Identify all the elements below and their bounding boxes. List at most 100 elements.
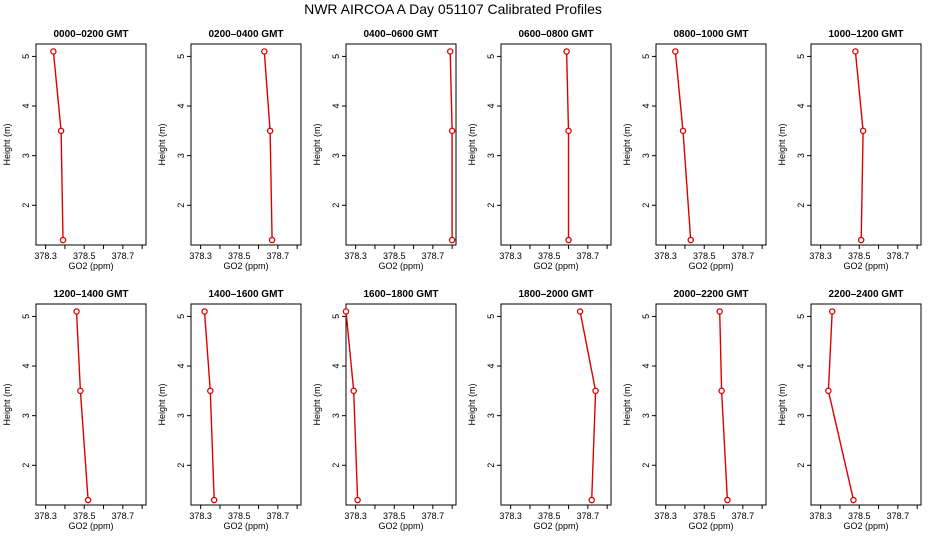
- x-tick-label: 378.3: [344, 251, 367, 261]
- y-tick-label: 2: [641, 203, 651, 208]
- plot-frame: [655, 303, 767, 506]
- x-tick-label: 378.7: [887, 511, 910, 521]
- x-axis-label: GO2 (ppm): [223, 521, 268, 531]
- panel: 0000–0200 GMT 378.3 378.5 378.7 2 3 4 5 GO2 (ppm…: [2, 29, 147, 271]
- x-tick-label: 378.7: [112, 511, 135, 521]
- y-tick-label: 2: [486, 203, 496, 208]
- y-tick-label: 5: [641, 314, 651, 319]
- data-point: [857, 236, 865, 244]
- panel: 1200–1400 GMT 378.3 378.5 378.7 2 3 4 5 GO2 (ppm…: [2, 289, 147, 531]
- x-tick-label: 378.3: [499, 251, 522, 261]
- x-axis-label: GO2 (ppm): [68, 261, 113, 271]
- y-tick-label: 2: [21, 203, 31, 208]
- data-point: [446, 48, 454, 55]
- y-tick-label: 4: [796, 104, 806, 109]
- data-point: [850, 496, 857, 504]
- panel: 1000–1200 GMT 378.3 378.5 378.7 2 3 4 5 GO2 (ppm…: [777, 29, 922, 271]
- x-tick-label: 378.5: [73, 511, 96, 521]
- x-axis-label: GO2 (ppm): [533, 521, 578, 531]
- y-tick-label: 3: [331, 153, 341, 158]
- y-axis-label: Height (m): [622, 383, 632, 425]
- y-tick-label: 5: [331, 314, 341, 319]
- y-axis-label: Height (m): [312, 123, 322, 165]
- plot-frame: [190, 43, 302, 246]
- plot-frame: [35, 43, 147, 246]
- y-tick-label: 2: [641, 463, 651, 468]
- x-tick-label: 378.7: [732, 251, 755, 261]
- x-tick-label: 378.5: [693, 251, 716, 261]
- data-point: [859, 127, 867, 135]
- plot-frame: [35, 303, 147, 506]
- data-point: [210, 496, 218, 504]
- y-tick-label: 5: [176, 54, 186, 59]
- data-point: [724, 496, 731, 504]
- x-tick-label: 378.5: [228, 511, 251, 521]
- x-tick-label: 378.5: [538, 511, 561, 521]
- panel: 0800–1000 GMT 378.3 378.5 378.7 2 3 4 5 GO2 (ppm…: [622, 29, 767, 271]
- x-tick-label: 378.7: [422, 251, 445, 261]
- data-point: [59, 236, 67, 244]
- y-tick-label: 2: [176, 203, 186, 208]
- x-axis-label: GO2 (ppm): [688, 261, 733, 271]
- data-point: [716, 308, 723, 315]
- y-tick-label: 3: [486, 413, 496, 418]
- data-point: [448, 127, 456, 135]
- panel: 0600–0800 GMT 378.3 378.5 378.7 2 3 4 5 GO2 (ppm…: [467, 29, 612, 271]
- data-point: [77, 387, 84, 395]
- y-axis-label: Height (m): [467, 383, 477, 425]
- x-tick-label: 378.5: [383, 251, 406, 261]
- x-axis-label: GO2 (ppm): [843, 261, 888, 271]
- y-tick-label: 4: [796, 364, 806, 369]
- panel: 2000–2200 GMT 378.3 378.5 378.7 2 3 4 5 GO2 (ppm…: [622, 289, 767, 531]
- y-tick-label: 4: [331, 104, 341, 109]
- x-tick-label: 378.3: [499, 511, 522, 521]
- y-tick-label: 3: [641, 413, 651, 418]
- data-point: [350, 387, 357, 395]
- y-tick-label: 3: [176, 413, 186, 418]
- y-tick-label: 3: [331, 413, 341, 418]
- y-tick-label: 5: [486, 54, 496, 59]
- x-tick-label: 378.3: [34, 511, 57, 521]
- x-tick-label: 378.3: [809, 251, 832, 261]
- x-tick-label: 378.3: [654, 251, 677, 261]
- plot-frame: [190, 303, 302, 506]
- panel-title: 1600–1800 GMT: [363, 289, 438, 300]
- profile-line: [345, 311, 359, 501]
- x-axis-label: GO2 (ppm): [378, 521, 423, 531]
- data-point: [672, 48, 679, 55]
- profile-line: [827, 311, 855, 501]
- x-tick-label: 378.5: [848, 511, 871, 521]
- x-tick-label: 378.7: [267, 251, 290, 261]
- y-tick-label: 5: [21, 314, 31, 319]
- profile-line: [52, 51, 64, 241]
- y-tick-label: 2: [796, 463, 806, 468]
- y-tick-label: 3: [176, 153, 186, 158]
- y-tick-label: 4: [176, 364, 186, 369]
- data-point: [592, 387, 599, 395]
- data-point: [50, 48, 57, 55]
- panel-title: 1400–1600 GMT: [208, 289, 283, 300]
- profile-line: [674, 51, 692, 241]
- profile-line: [263, 51, 273, 241]
- y-tick-label: 4: [641, 104, 651, 109]
- y-tick-label: 4: [486, 104, 496, 109]
- y-tick-label: 3: [796, 413, 806, 418]
- panel: 1400–1600 GMT 378.3 378.5 378.7 2 3 4 5 GO2 (ppm…: [157, 289, 302, 531]
- plot-frame: [810, 43, 922, 246]
- data-point: [718, 387, 725, 395]
- plot-frame: [500, 43, 612, 246]
- data-point: [679, 127, 687, 135]
- panel-title: 0000–0200 GMT: [53, 29, 128, 40]
- panel: 1800–2000 GMT 378.3 378.5 378.7 2 3 4 5 GO2 (ppm…: [467, 289, 612, 531]
- y-axis-label: Height (m): [777, 383, 787, 425]
- y-tick-label: 4: [21, 104, 31, 109]
- data-point: [825, 387, 832, 395]
- x-tick-label: 378.3: [809, 511, 832, 521]
- panel-title: 2000–2200 GMT: [673, 289, 748, 300]
- x-tick-label: 378.5: [538, 251, 561, 261]
- x-tick-label: 378.5: [383, 511, 406, 521]
- profile-line: [854, 51, 864, 241]
- x-tick-label: 378.3: [189, 511, 212, 521]
- y-tick-label: 5: [796, 54, 806, 59]
